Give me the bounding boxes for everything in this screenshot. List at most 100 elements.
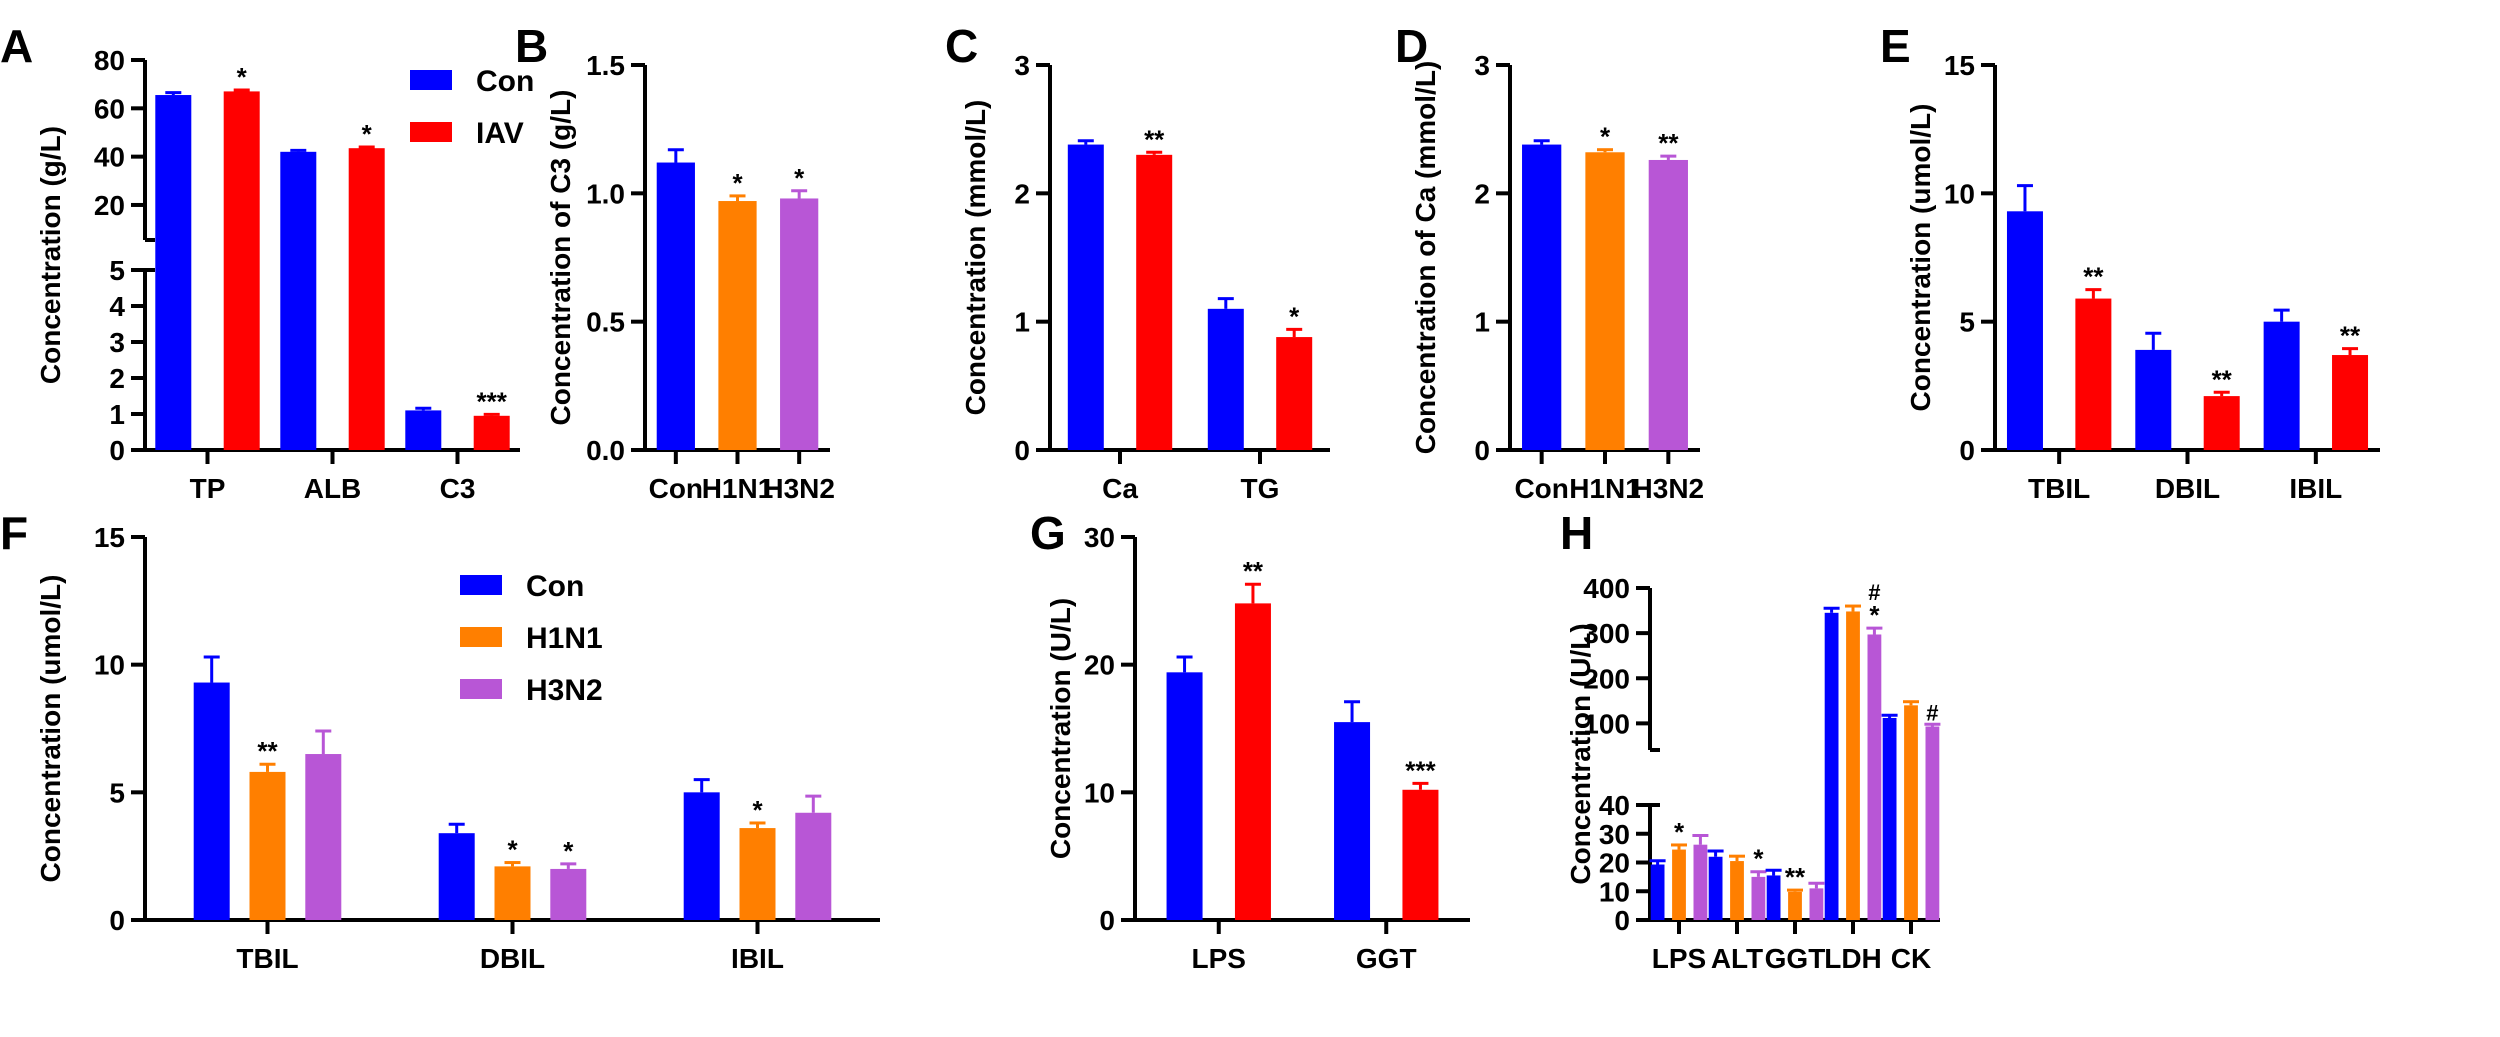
legend-swatch-h1n1 xyxy=(460,627,502,647)
bar-h1n1 xyxy=(249,771,286,920)
y-tick-label: 0 xyxy=(1614,905,1630,936)
legend-swatch-con xyxy=(410,70,452,90)
significance-marker: * xyxy=(732,168,743,198)
significance-marker: ** xyxy=(2083,262,2104,292)
y-axis-label: Concentration (umol/L) xyxy=(35,575,66,883)
y-tick-label: 2 xyxy=(109,363,125,394)
y-tick-label: 30 xyxy=(1084,522,1115,553)
bar-con xyxy=(2263,321,2300,450)
y-tick-label: 30 xyxy=(1599,819,1630,850)
x-tick-label: Ca xyxy=(1102,473,1138,504)
y-tick-label: 1 xyxy=(1014,307,1030,338)
bar-h1n1 xyxy=(1672,849,1686,920)
panel-d: D 0 1 2 3 Concentration of Ca (mmol/L) Con H1N1… xyxy=(1395,20,1704,504)
x-tick-label: Con xyxy=(1514,473,1568,504)
bar-con xyxy=(1334,722,1371,920)
y-axis-label: Concentration (umol/L) xyxy=(1905,104,1936,412)
y-tick-label: 60 xyxy=(94,93,125,124)
x-tick-label: IBIL xyxy=(731,943,784,974)
bar-h3n2 xyxy=(1693,844,1708,920)
bar-iav xyxy=(2203,396,2240,450)
bar-iav xyxy=(223,91,260,450)
legend-swatch-con xyxy=(460,575,502,595)
bar-con xyxy=(193,682,230,920)
bar-iav xyxy=(2075,298,2112,450)
y-tick-label: 2 xyxy=(1014,178,1030,209)
bar-con xyxy=(656,162,695,451)
y-tick-label: 2 xyxy=(1474,178,1490,209)
y-tick-label: 20 xyxy=(94,190,125,221)
bar-con xyxy=(1166,672,1203,920)
bar-iav xyxy=(348,148,385,450)
legend-label: Con xyxy=(526,570,584,603)
x-tick-label: ALB xyxy=(304,473,362,504)
y-tick-label: 40 xyxy=(1599,790,1630,821)
y-tick-label: 20 xyxy=(1084,650,1115,681)
y-tick-label: 10 xyxy=(1944,178,1975,209)
significance-marker: * xyxy=(1289,301,1300,331)
significance-marker: *** xyxy=(477,386,508,416)
bar-con xyxy=(2006,211,2043,450)
significance-marker: ** xyxy=(1144,124,1165,154)
significance-marker: ** xyxy=(257,736,278,766)
legend-label: H1N1 xyxy=(526,622,603,655)
bar-con xyxy=(1824,612,1839,920)
bar-con xyxy=(1067,144,1104,451)
y-tick-label: 0.5 xyxy=(586,307,625,338)
significance-marker: * xyxy=(752,795,763,825)
bar-h1n1 xyxy=(1846,611,1860,920)
bar-iav xyxy=(1234,603,1271,920)
y-tick-label: 0 xyxy=(109,435,125,466)
y-tick-label: 200 xyxy=(1583,663,1630,694)
significance-marker: ** xyxy=(2340,321,2361,351)
panel-letter: D xyxy=(1395,20,1428,72)
y-tick-label: 40 xyxy=(94,142,125,173)
x-tick-label: IBIL xyxy=(2289,473,2342,504)
y-tick-label: 1 xyxy=(1474,307,1490,338)
panel-e: E 0 5 10 15 Concentration (umol/L) TBIL ** DBIL *… xyxy=(1880,20,2380,504)
panel-letter: H xyxy=(1560,507,1593,559)
bar-iav xyxy=(473,415,510,450)
bar-h1n1 xyxy=(1585,152,1625,450)
bar-h1n1 xyxy=(494,866,531,920)
bar-h1n1 xyxy=(1788,891,1802,920)
y-tick-label: 20 xyxy=(1599,848,1630,879)
significance-marker: * xyxy=(237,62,248,92)
panel-letter: C xyxy=(945,20,978,72)
significance-marker: # xyxy=(1926,700,1938,725)
bar-con xyxy=(1207,308,1244,450)
bar-iav xyxy=(1136,154,1173,451)
y-tick-label: 0.0 xyxy=(586,435,625,466)
y-tick-label: 3 xyxy=(1474,50,1490,81)
bar-h3n2 xyxy=(780,198,819,450)
x-tick-label: GGT xyxy=(1356,943,1417,974)
bar-con xyxy=(405,410,442,450)
bar-con xyxy=(1708,856,1723,920)
significance-marker: ** xyxy=(1785,862,1806,892)
x-tick-label: Con xyxy=(649,473,703,504)
panel-letter: G xyxy=(1030,507,1066,559)
y-tick-label: 10 xyxy=(1599,876,1630,907)
bar-h3n2 xyxy=(1925,726,1940,920)
significance-marker: ** xyxy=(2212,364,2233,394)
significance-marker: * xyxy=(1869,600,1880,630)
bar-con xyxy=(1650,864,1665,920)
significance-marker: *** xyxy=(1405,755,1436,785)
y-tick-label: 0 xyxy=(1099,905,1115,936)
x-tick-label: LDH xyxy=(1824,943,1882,974)
y-tick-label: 0 xyxy=(109,905,125,936)
bar-iav xyxy=(2332,355,2369,450)
bar-h3n2 xyxy=(795,812,832,920)
y-tick-label: 0 xyxy=(1959,435,1975,466)
bar-h1n1 xyxy=(1730,861,1744,920)
panel-b: B 0.0 0.5 1.0 1.5 Concentration of C3 (g/L) Co… xyxy=(515,20,835,504)
bar-con xyxy=(1522,144,1562,451)
bar-h3n2 xyxy=(1809,888,1824,920)
x-tick-label: GGT xyxy=(1765,943,1826,974)
bar-h1n1 xyxy=(1904,705,1918,920)
x-tick-label: H1N1 xyxy=(1569,473,1641,504)
significance-marker: * xyxy=(794,163,805,193)
